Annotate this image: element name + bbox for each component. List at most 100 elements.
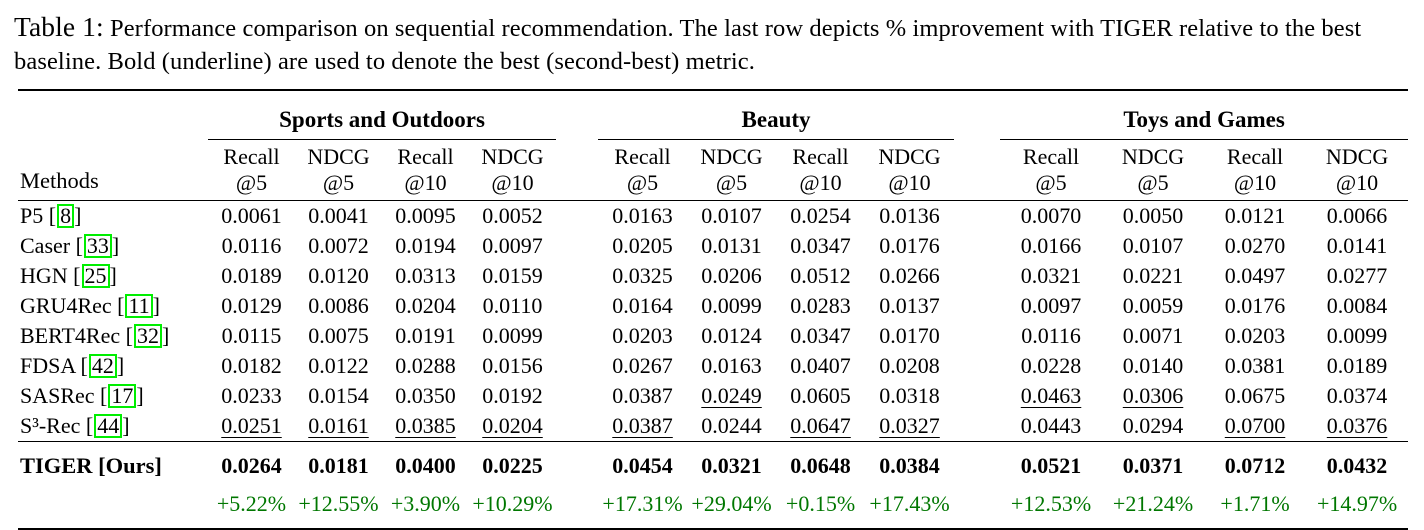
metric-value-cell: 0.0095 [395,202,456,228]
metric-value-cell: 0.0443 [1020,412,1082,438]
metric-value-cell: 0.0251 [221,412,282,438]
metric-value-cell: 0.0110 [482,292,543,318]
improvement-cell: +29.04% [687,485,777,530]
metric-value-cell: 0.0647 [790,412,851,438]
metric-value-cell: 0.0071 [1122,322,1184,348]
metric-header-toys-recall5: Recall @5 [1000,139,1103,201]
metric-value-cell: 0.0159 [482,262,543,288]
metric-value-cell: 0.0648 [776,440,866,486]
metric-value-cell: 0.0385 [395,412,456,438]
metric-value-cell: 0.0070 [1020,202,1082,228]
metric-value-cell: 0.0075 [308,322,369,348]
metric-value-cell: 0.0306 [1122,382,1184,408]
metric-value-cell: 0.0137 [879,292,940,318]
metric-value-cell: 0.0294 [1122,412,1184,438]
metric-value-cell: 0.0225 [469,440,557,486]
citation-link[interactable]: 42 [88,353,117,378]
group-header-row: Methods Sports and Outdoors Beauty Toys … [18,88,1409,201]
metric-value-cell: 0.0121 [1224,202,1286,228]
metric-value-cell: 0.0107 [701,202,762,228]
caption-label: Table 1: [14,11,104,42]
metric-value-cell: 0.0166 [1020,232,1082,258]
method-cell-empty [18,485,208,530]
group-gap [556,440,599,486]
metric-value-cell: 0.0384 [865,440,955,486]
group-gap [954,321,1000,351]
group-gap [954,231,1000,261]
method-cell: TIGER [Ours] [18,440,208,486]
metric-value-cell: 0.0512 [790,262,851,288]
metric-value-cell: 0.0099 [1326,322,1388,348]
metric-value-cell: 0.0387 [612,412,673,438]
group-gap [556,411,598,442]
improvement-cell: +5.22% [208,485,295,530]
metric-value-cell: 0.0156 [482,352,543,378]
metric-value-cell: 0.0131 [701,232,762,258]
metric-header-sports-ndcg5: NDCG @5 [295,139,382,201]
metric-value-cell: 0.0050 [1122,202,1184,228]
group-gap [556,291,598,321]
metric-value-cell: 0.0154 [308,382,369,408]
results-table: Methods Sports and Outdoors Beauty Toys … [18,88,1409,530]
table-header: Methods Sports and Outdoors Beauty Toys … [18,88,1409,201]
table-row-caser: Caser [33] 0.0116 0.0072 0.0194 0.0097 0… [18,231,1408,261]
metric-value-cell: 0.0267 [612,352,673,378]
metric-value-cell: 0.0208 [879,352,940,378]
metric-value-cell: 0.0182 [221,352,282,378]
metric-value-cell: 0.0454 [598,440,688,486]
group-gap [954,261,1000,291]
citation-link[interactable]: 8 [57,203,75,228]
metric-header-row: Recall @5 NDCG @5 Recall @10 NDCG @10 Recall… [18,139,1409,201]
metric-value-cell: 0.0099 [482,322,543,348]
metric-value-cell: 0.0700 [1224,412,1286,438]
method-cell: BERT4Rec [32] [20,322,170,348]
citation-link[interactable]: 33 [83,233,112,258]
metric-value-cell: 0.0204 [482,412,543,438]
group-gap [556,485,599,530]
header-methods: Methods [18,88,208,201]
improvement-cell: +0.15% [776,485,866,530]
citation-link[interactable]: 32 [133,323,162,348]
metric-value-cell: 0.0140 [1122,352,1184,378]
metric-header-toys-ndcg5: NDCG @5 [1102,139,1205,201]
group-header-toys-and-games: Toys and Games [1000,88,1409,140]
metric-value-cell: 0.0497 [1224,262,1286,288]
citation-link[interactable]: 17 [108,383,137,408]
metric-value-cell: 0.0233 [221,382,282,408]
citation-link[interactable]: 44 [94,413,123,438]
group-gap [954,411,1000,442]
improvement-cell: +17.43% [865,485,955,530]
metric-value-cell: 0.0283 [790,292,851,318]
metric-value-cell: 0.0205 [612,232,673,258]
method-cell: S³-Rec [44] [20,412,130,438]
caption-text: Performance comparison on sequential rec… [14,15,1362,76]
metric-value-cell: 0.0164 [612,292,673,318]
table-row-srec: S³-Rec [44] 0.0251 0.0161 0.0385 0.0204 … [18,411,1408,442]
metric-value-cell: 0.0066 [1326,202,1388,228]
group-gap [954,291,1000,321]
metric-header-beauty-ndcg5: NDCG @5 [687,139,777,201]
metric-value-cell: 0.0163 [701,352,762,378]
citation-link[interactable]: 11 [125,293,153,318]
metric-value-cell: 0.0387 [612,382,673,408]
metric-value-cell: 0.0099 [701,292,762,318]
metric-value-cell: 0.0129 [221,292,282,318]
metric-value-cell: 0.0270 [1224,232,1286,258]
metric-value-cell: 0.0371 [1102,440,1205,486]
metric-value-cell: 0.0181 [295,440,382,486]
metric-header-beauty-recall5: Recall @5 [598,139,688,201]
metric-value-cell: 0.0463 [1020,382,1082,408]
citation-link[interactable]: 25 [81,263,110,288]
metric-value-cell: 0.0264 [208,440,295,486]
table-row-gru4rec: GRU4Rec [11] 0.0129 0.0086 0.0204 0.0110… [18,291,1408,321]
metric-value-cell: 0.0170 [879,322,940,348]
metric-value-cell: 0.0059 [1122,292,1184,318]
metric-value-cell: 0.0163 [612,202,673,228]
tiger-rows: TIGER [Ours] 0.0264 0.0181 0.0400 0.0225… [18,440,1409,530]
metric-value-cell: 0.0124 [701,322,762,348]
method-cell: P5 [8] [20,202,82,228]
group-gap [954,440,1001,486]
metric-value-cell: 0.0052 [482,202,543,228]
metric-value-cell: 0.0084 [1326,292,1388,318]
metric-value-cell: 0.0097 [482,232,543,258]
